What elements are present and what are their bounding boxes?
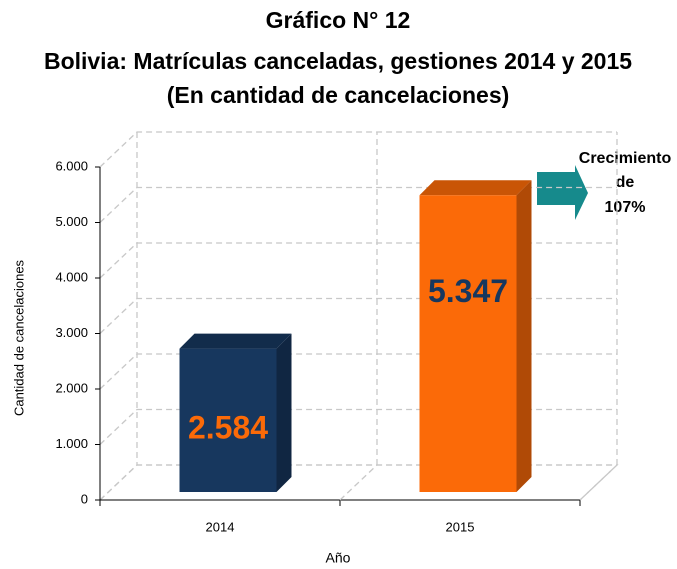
bar-side xyxy=(276,333,292,492)
grid-line xyxy=(99,242,617,279)
annotation: de xyxy=(616,174,635,191)
grid-line xyxy=(99,131,617,168)
y-tick-label: 2.000 xyxy=(55,380,88,395)
bar xyxy=(179,348,277,492)
x-axis-label: Año xyxy=(326,550,351,566)
chart-title: Bolivia: Matrículas canceladas, gestione… xyxy=(44,48,632,74)
chart-title: Gráfico N° 12 xyxy=(266,7,411,33)
growth-arrow xyxy=(537,165,588,220)
y-tick-label: 3.000 xyxy=(55,325,88,340)
x-tick-label: 2015 xyxy=(446,519,475,534)
bar-top xyxy=(179,333,292,349)
y-tick-label: 5.000 xyxy=(55,214,88,229)
chart-subtitle: (En cantidad de cancelaciones) xyxy=(167,82,510,108)
data-label: 5.347 xyxy=(428,273,508,309)
grid-line xyxy=(99,353,617,390)
grid-line xyxy=(99,297,617,334)
y-tick-label: 0 xyxy=(81,491,88,506)
bar-side xyxy=(516,180,532,492)
data-label: 2.584 xyxy=(188,410,268,446)
x-tick-label: 2014 xyxy=(206,519,235,534)
annotation: Crecimiento xyxy=(579,150,672,167)
y-tick-label: 6.000 xyxy=(55,158,88,173)
annotation: 107% xyxy=(605,199,646,216)
divider xyxy=(339,464,378,501)
bar xyxy=(419,195,517,492)
divider xyxy=(579,464,618,501)
y-tick-label: 4.000 xyxy=(55,269,88,284)
y-axis-label: Cantidad de cancelaciones xyxy=(11,259,26,416)
y-tick-label: 1.000 xyxy=(55,436,88,451)
grid-line xyxy=(99,408,617,445)
bar-top xyxy=(419,180,532,196)
